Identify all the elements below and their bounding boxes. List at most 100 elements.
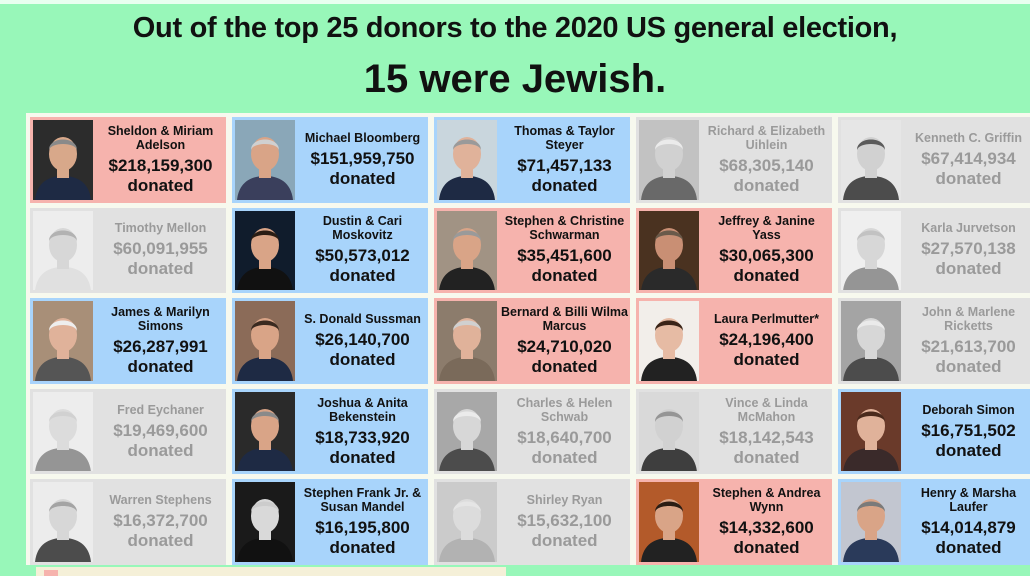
- donor-photo: [639, 391, 699, 472]
- donated-label: donated: [531, 266, 598, 286]
- donor-info: Jeffrey & Janine Yass $30,065,300 donated: [699, 208, 832, 294]
- donor-info: Sheldon & Miriam Adelson $218,159,300 dona…: [93, 117, 226, 203]
- donor-info: John & Marlene Ricketts $21,613,700 donate…: [901, 298, 1030, 384]
- donor-photo: [33, 482, 93, 562]
- donor-card: Thomas & Taylor Steyer $71,457,133 donated: [434, 117, 630, 203]
- donated-label: donated: [329, 538, 396, 558]
- donor-info: Stephen & Christine Schwarman $35,451,600…: [497, 208, 630, 294]
- donor-info: Vince & Linda McMahon $18,142,543 donated: [699, 389, 832, 475]
- donor-photo: [437, 482, 497, 562]
- donor-info: Henry & Marsha Laufer $14,014,879 donated: [901, 479, 1030, 565]
- donor-photo: [639, 210, 699, 291]
- donated-label: donated: [329, 349, 396, 369]
- donation-amount: $14,332,600: [719, 518, 814, 538]
- donor-photo: [235, 301, 295, 381]
- donor-card: Bernard & Billi Wilma Marcus $24,710,020 d…: [434, 298, 630, 384]
- donor-card: Richard & Elizabeth Uihlein $68,305,140 do…: [636, 117, 832, 203]
- donor-card: Kenneth C. Griffin $67,414,934 donated: [838, 117, 1030, 203]
- donated-label: donated: [935, 259, 1002, 279]
- donor-info: Joshua & Anita Bekenstein $18,733,920 dona…: [295, 389, 428, 475]
- donor-name: Kenneth C. Griffin: [915, 130, 1022, 145]
- donation-amount: $15,632,100: [517, 511, 612, 531]
- donor-photo: [639, 482, 699, 562]
- donor-card: Jeffrey & Janine Yass $30,065,300 donated: [636, 207, 832, 294]
- donated-label: donated: [733, 447, 800, 467]
- donor-name: Shirley Ryan: [526, 493, 603, 508]
- donor-info: Laura Perlmutter* $24,196,400 donated: [699, 298, 832, 384]
- donation-amount: $16,751,502: [921, 420, 1016, 440]
- donated-label: donated: [733, 349, 800, 369]
- donor-name: Stephen & Andrea Wynn: [712, 486, 821, 515]
- donor-info: S. Donald Sussman $26,140,700 donated: [295, 298, 428, 384]
- donor-info: Timothy Mellon $60,091,955 donated: [93, 208, 226, 294]
- donated-label: donated: [935, 168, 1002, 188]
- donor-name: Laura Perlmutter*: [714, 311, 819, 326]
- donated-label: donated: [935, 440, 1002, 460]
- donation-amount: $68,305,140: [719, 155, 814, 175]
- donation-amount: $14,014,879: [921, 518, 1016, 538]
- bottom-color-mark: [44, 570, 58, 576]
- donor-info: Shirley Ryan $15,632,100 donated: [497, 479, 630, 565]
- donor-info: Fred Eychaner $19,469,600 donated: [93, 389, 226, 475]
- donor-name: S. Donald Sussman: [304, 311, 421, 326]
- donor-name: Stephen & Christine Schwarman: [504, 214, 625, 243]
- donor-card: S. Donald Sussman $26,140,700 donated: [232, 298, 428, 384]
- donor-info: Stephen Frank Jr. & Susan Mandel $16,195,…: [295, 479, 428, 565]
- donor-card: Stephen Frank Jr. & Susan Mandel $16,195,…: [232, 479, 428, 565]
- donor-info: Michael Bloomberg $151,959,750 donated: [295, 117, 428, 203]
- donor-card: Stephen & Christine Schwarman $35,451,600…: [434, 207, 630, 294]
- donor-photo: [639, 120, 699, 200]
- donor-photo: [33, 210, 93, 291]
- donation-amount: $24,196,400: [719, 329, 814, 349]
- donated-label: donated: [329, 168, 396, 188]
- donor-name: Dustin & Cari Moskovitz: [322, 214, 403, 243]
- donation-amount: $67,414,934: [921, 148, 1016, 168]
- donor-name: Warren Stephens: [109, 493, 212, 508]
- donor-photo: [841, 482, 901, 562]
- donor-card: Henry & Marsha Laufer $14,014,879 donated: [838, 479, 1030, 565]
- donor-name: Fred Eychaner: [117, 402, 204, 417]
- donated-label: donated: [329, 447, 396, 467]
- donor-photo: [841, 210, 901, 291]
- donation-amount: $24,710,020: [517, 336, 612, 356]
- donor-name: James & Marilyn Simons: [111, 304, 210, 333]
- donation-amount: $27,570,138: [921, 239, 1016, 259]
- donor-card: James & Marilyn Simons $26,287,991 donated: [30, 298, 226, 384]
- donor-photo: [235, 482, 295, 562]
- donor-grid: Sheldon & Miriam Adelson $218,159,300 dona…: [26, 113, 1030, 565]
- donor-photo: [33, 120, 93, 200]
- donor-info: Karla Jurvetson $27,570,138 donated: [901, 208, 1030, 294]
- donated-label: donated: [531, 175, 598, 195]
- donated-label: donated: [935, 538, 1002, 558]
- donor-card: Karla Jurvetson $27,570,138 donated: [838, 207, 1030, 294]
- donor-info: Bernard & Billi Wilma Marcus $24,710,020 d…: [497, 298, 630, 384]
- donor-card: Michael Bloomberg $151,959,750 donated: [232, 117, 428, 203]
- donor-photo: [437, 210, 497, 291]
- donor-card: Shirley Ryan $15,632,100 donated: [434, 479, 630, 565]
- donor-photo: [33, 391, 93, 472]
- donor-photo: [33, 301, 93, 381]
- donor-name: John & Marlene Ricketts: [921, 304, 1016, 333]
- donation-amount: $18,733,920: [315, 427, 410, 447]
- donation-amount: $71,457,133: [517, 155, 612, 175]
- donated-label: donated: [127, 440, 194, 460]
- donor-photo: [841, 301, 901, 381]
- donor-card: Charles & Helen Schwab $18,640,700 donated: [434, 388, 630, 475]
- donor-photo: [235, 210, 295, 291]
- donor-card: Deborah Simon $16,751,502 donated: [838, 388, 1030, 475]
- donation-amount: $19,469,600: [113, 420, 208, 440]
- donated-label: donated: [531, 356, 598, 376]
- donated-label: donated: [127, 356, 194, 376]
- donation-amount: $18,640,700: [517, 427, 612, 447]
- donor-info: Warren Stephens $16,372,700 donated: [93, 479, 226, 565]
- donation-amount: $26,287,991: [113, 336, 208, 356]
- donor-name: Charles & Helen Schwab: [516, 395, 613, 424]
- donated-label: donated: [127, 531, 194, 551]
- donor-photo: [437, 301, 497, 381]
- donor-card: Fred Eychaner $19,469,600 donated: [30, 388, 226, 475]
- headline-emphasis: 15 were Jewish.: [363, 57, 667, 101]
- donor-name: Vince & Linda McMahon: [725, 395, 808, 424]
- donation-amount: $218,159,300: [108, 155, 213, 175]
- donor-photo: [841, 391, 901, 472]
- donor-photo: [235, 391, 295, 472]
